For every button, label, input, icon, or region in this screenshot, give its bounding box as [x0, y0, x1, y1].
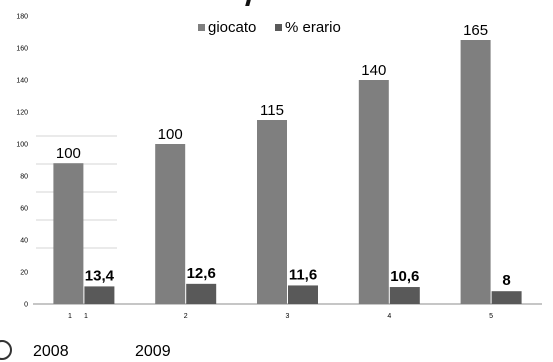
year-label-2008: 2008 [33, 343, 69, 360]
y-tick-label-40: 40 [20, 238, 28, 245]
legend: giocato % erario [198, 19, 341, 36]
value-label: 115 [260, 102, 284, 119]
y-tick-label-20: 20 [20, 270, 28, 277]
x-tick-label-5: 5 [489, 313, 493, 320]
value-label: 12,6 [187, 265, 216, 282]
value-label: 140 [361, 62, 386, 79]
value-label: 100 [158, 126, 183, 143]
value-label: 13,4 [85, 267, 115, 284]
y-axis: 0 20 40 60 80 100 120 140 160 180 [16, 14, 542, 309]
y-tick-label-160: 160 [16, 46, 28, 53]
x-tick-sublabel: 1 [84, 313, 88, 320]
value-label: 165 [463, 22, 488, 39]
bar-erario-5 [491, 291, 522, 304]
bar-erario-1 [84, 286, 115, 304]
x-tick-label-4: 4 [387, 313, 391, 320]
legend-label-2: % erario [285, 19, 341, 36]
x-tick-label-2: 2 [184, 313, 188, 320]
x-tick-label-3: 3 [286, 313, 290, 320]
y-tick-label-0: 0 [24, 302, 28, 309]
legend-swatch-1 [198, 24, 205, 31]
y-tick-label-120: 120 [16, 110, 28, 117]
bar-giocato-5 [460, 40, 491, 304]
value-label: 8 [502, 272, 510, 289]
x-tick-label-1: 1 [68, 313, 72, 320]
y-tick-label-140: 140 [16, 78, 28, 85]
value-label: 100 [56, 145, 81, 162]
y-tick-label-180: 180 [16, 14, 28, 21]
bar-erario-3 [288, 285, 318, 304]
y-tick-label-80: 80 [20, 174, 28, 181]
bar-giocato-3 [257, 120, 287, 304]
x-axis: 1 1 2 3 4 5 [68, 313, 493, 320]
bar-giocato-2 [155, 144, 186, 304]
y-tick-label-60: 60 [20, 206, 28, 213]
year-label-2009: 2009 [135, 343, 171, 360]
bar-erario-4 [389, 287, 420, 304]
value-label: 11,6 [289, 266, 317, 283]
bars [53, 40, 522, 304]
y-tick-label-100: 100 [16, 142, 28, 149]
value-labels: 100 13,4 100 12,6 115 11,6 140 10,6 165 8 [56, 22, 511, 289]
bar-giocato-1 [53, 163, 84, 304]
bar-giocato-4 [358, 80, 389, 304]
bar-erario-2 [186, 283, 217, 304]
corner-arc-shape [0, 340, 12, 360]
legend-swatch-2 [275, 24, 282, 31]
legend-label-1: giocato [208, 19, 256, 36]
value-label: 10,6 [390, 268, 419, 285]
